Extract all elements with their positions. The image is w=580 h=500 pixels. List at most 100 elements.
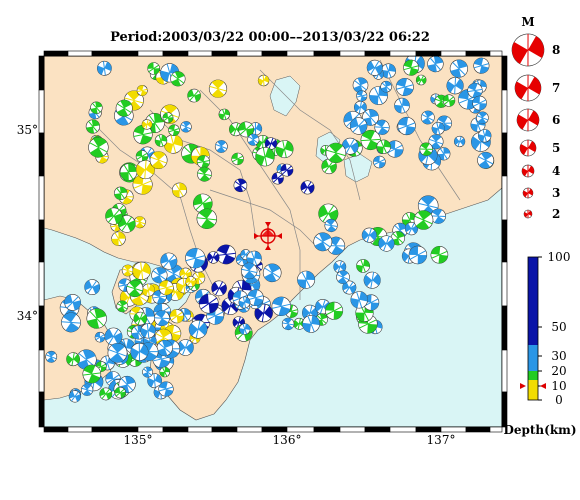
earthquake-symbol-176 bbox=[446, 77, 464, 95]
earthquake-symbol-187 bbox=[477, 151, 495, 169]
earthquake-symbol-253 bbox=[147, 62, 160, 75]
earthquake-symbol-303 bbox=[233, 178, 248, 193]
earthquake-symbol-286 bbox=[430, 208, 446, 224]
earthquake-symbol-63 bbox=[185, 248, 206, 269]
earthquake-symbol-146 bbox=[271, 296, 291, 316]
earthquake-symbol-70 bbox=[240, 249, 252, 261]
earthquake-symbol-136 bbox=[363, 271, 381, 289]
magnitude-legend-symbol-3 bbox=[522, 187, 534, 199]
earthquake-symbol-33 bbox=[169, 309, 184, 324]
depth-tick-50: 50 bbox=[551, 320, 566, 334]
earthquake-symbol-190 bbox=[373, 155, 386, 169]
earthquake-symbol-260 bbox=[196, 208, 218, 230]
earthquake-symbol-270 bbox=[172, 182, 187, 198]
earthquake-symbol-247 bbox=[214, 140, 228, 153]
earthquake-symbol-156 bbox=[297, 270, 316, 289]
earthquake-symbol-90 bbox=[80, 383, 94, 396]
magnitude-legend-label-3: 3 bbox=[552, 186, 560, 200]
lat-label-35: 35° bbox=[17, 123, 38, 137]
earthquake-symbol-230 bbox=[97, 60, 112, 76]
magnitude-legend-title: M bbox=[521, 15, 534, 29]
magnitude-legend-symbol-6 bbox=[516, 108, 540, 132]
depth-band-mid bbox=[528, 345, 538, 371]
magnitude-legend-symbol-5 bbox=[519, 139, 537, 157]
earthquake-symbol-175 bbox=[366, 59, 383, 76]
depth-tick-10: 10 bbox=[551, 379, 566, 393]
earthquake-symbol-83 bbox=[142, 366, 154, 378]
earthquake-symbol-212 bbox=[419, 142, 433, 156]
earthquake-symbol-99 bbox=[159, 366, 170, 378]
earthquake-symbol-282 bbox=[318, 203, 339, 224]
earthquake-symbol-73 bbox=[207, 251, 220, 264]
earthquake-symbol-266 bbox=[119, 163, 138, 181]
depth-marker-left bbox=[520, 383, 526, 389]
earthquake-symbol-192 bbox=[349, 117, 368, 135]
earthquake-symbol-127 bbox=[84, 279, 101, 296]
earthquake-symbol-170 bbox=[374, 119, 390, 135]
earthquake-symbol-17 bbox=[160, 252, 178, 270]
earthquake-symbol-265 bbox=[113, 186, 128, 201]
earthquake-symbol-252 bbox=[162, 112, 174, 124]
depth-tick-0: 0 bbox=[555, 393, 563, 407]
earthquake-symbol-254 bbox=[115, 99, 133, 117]
earthquake-symbol-105 bbox=[66, 352, 80, 367]
earthquake-symbol-273 bbox=[105, 207, 123, 225]
earthquake-symbol-96 bbox=[158, 381, 174, 397]
earthquake-symbol-267 bbox=[135, 160, 155, 180]
earthquake-symbol-299 bbox=[300, 180, 315, 195]
earthquake-symbol-283 bbox=[404, 222, 419, 236]
earthquake-symbol-141 bbox=[262, 263, 282, 283]
earthquake-symbol-288 bbox=[430, 246, 449, 264]
earthquake-symbol-218 bbox=[133, 124, 153, 145]
earthquake-symbol-255 bbox=[88, 137, 109, 158]
earthquake-symbol-295 bbox=[341, 137, 359, 155]
earthquake-symbol-129 bbox=[126, 280, 144, 298]
earthquake-symbol-210 bbox=[356, 90, 368, 102]
earthquake-symbol-234 bbox=[135, 150, 149, 163]
earthquake-symbol-32 bbox=[121, 264, 134, 277]
earthquake-symbol-211 bbox=[478, 128, 492, 143]
earthquake-symbol-199 bbox=[476, 111, 489, 125]
earthquake-symbol-143 bbox=[333, 260, 347, 274]
frame-ticks bbox=[38, 50, 508, 433]
earthquake-symbol-169 bbox=[360, 129, 381, 151]
earthquake-symbol-256 bbox=[133, 216, 146, 229]
earthquake-symbol-196 bbox=[386, 140, 404, 158]
earthquake-symbol-128 bbox=[61, 312, 81, 333]
earthquake-symbol-305 bbox=[275, 140, 294, 159]
earthquake-symbol-259 bbox=[111, 231, 126, 246]
earthquake-symbol-226 bbox=[257, 74, 270, 87]
earthquake-symbol-163 bbox=[381, 63, 396, 79]
magnitude-legend: M 8 7 6 5 4 3 2 bbox=[511, 15, 560, 221]
earthquake-symbol-165 bbox=[395, 78, 414, 96]
earthquake-symbol-208 bbox=[376, 139, 391, 155]
earthquake-symbol-235 bbox=[168, 124, 180, 136]
earthquake-symbol-289 bbox=[361, 227, 377, 243]
earthquake-symbol-123 bbox=[130, 342, 149, 361]
earthquake-symbol-285 bbox=[408, 245, 428, 265]
earthquake-symbol-183 bbox=[362, 109, 379, 126]
mainshock-marker bbox=[254, 222, 282, 250]
earthquake-symbol-213 bbox=[353, 100, 367, 114]
earthquake-symbol-113 bbox=[64, 293, 81, 311]
earthquake-symbol-301 bbox=[247, 133, 260, 146]
earthquake-symbol-42 bbox=[185, 276, 197, 288]
earthquake-symbol-205 bbox=[403, 59, 420, 76]
earthquake-symbol-250 bbox=[90, 101, 103, 114]
earthquake-symbol-281 bbox=[313, 232, 333, 252]
earthquake-symbol-149 bbox=[356, 258, 371, 273]
magnitude-legend-symbol-2 bbox=[523, 209, 533, 219]
depth-band-deep bbox=[528, 257, 538, 345]
earthquake-symbol-294 bbox=[321, 158, 337, 175]
earthquake-symbol-19 bbox=[151, 267, 168, 284]
earthquake-symbol-291 bbox=[413, 210, 434, 230]
earthquake-symbol-148 bbox=[239, 323, 251, 335]
earthquake-symbol-290 bbox=[378, 235, 395, 252]
earthquake-symbol-40 bbox=[158, 280, 174, 296]
earthquake-symbol-240 bbox=[231, 152, 244, 166]
earthquake-symbol-37 bbox=[153, 310, 170, 327]
earthquake-mechanisms bbox=[45, 56, 495, 403]
earthquake-symbol-97 bbox=[68, 390, 82, 403]
earthquake-symbol-153 bbox=[281, 317, 295, 331]
